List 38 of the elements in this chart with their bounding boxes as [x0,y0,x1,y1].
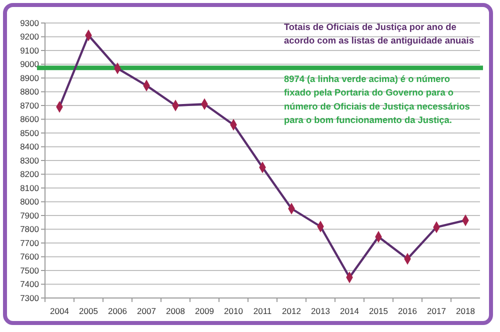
annotation: 8974 (a linha verde acima) é o número fixado pela Portaria do Governo para o número de Oficiais de Justiça necessários para o bom funcionamento da Justiça. [284,74,470,125]
y-tick-label: 7800 [20,224,40,234]
x-tick-label: 2014 [340,306,360,316]
x-tick-label: 2007 [137,306,156,316]
y-tick-label: 9200 [20,32,40,42]
y-tick-label: 9000 [20,59,40,70]
x-tick-label: 2012 [282,306,302,316]
y-tick-label: 8800 [20,86,40,97]
y-tick-label: 7900 [20,210,40,220]
x-tick-label: 2018 [456,306,476,316]
x-tick-label: 2006 [108,306,128,316]
x-tick-label: 2009 [195,306,214,316]
x-tick-label: 2008 [166,306,186,316]
y-tick-label: 7300 [20,292,40,303]
y-tick-label: 8100 [20,182,40,193]
y-tick-label: 8000 [20,196,40,207]
y-tick-label: 8600 [20,114,40,124]
x-tick-label: 2016 [398,306,418,316]
y-tick-label: 8700 [20,100,40,110]
x-tick-label: 2015 [369,306,388,316]
x-tick-label: 2005 [79,306,98,316]
x-tick-label: 2017 [427,306,446,316]
y-tick-label: 7500 [20,265,40,276]
y-tick-label: 8400 [20,142,40,152]
annotation: Totais de Oficiais de Justiça por ano de acordo com as listas de antiguidade anuais [284,22,474,46]
x-tick-label: 2010 [224,306,244,316]
y-tick-label: 9300 [20,18,40,28]
y-tick-label: 7400 [20,279,40,290]
y-tick-label: 8500 [20,128,40,138]
y-tick-label: 8300 [20,155,40,166]
y-tick-label: 7700 [20,238,40,248]
y-tick-label: 8200 [20,169,40,180]
y-tick-label: 9100 [20,45,40,56]
y-tick-label: 7600 [20,252,40,262]
x-tick-label: 2011 [253,306,272,316]
x-tick-label: 2013 [311,306,330,316]
y-tick-label: 8900 [20,72,40,83]
x-tick-label: 2004 [50,306,70,316]
